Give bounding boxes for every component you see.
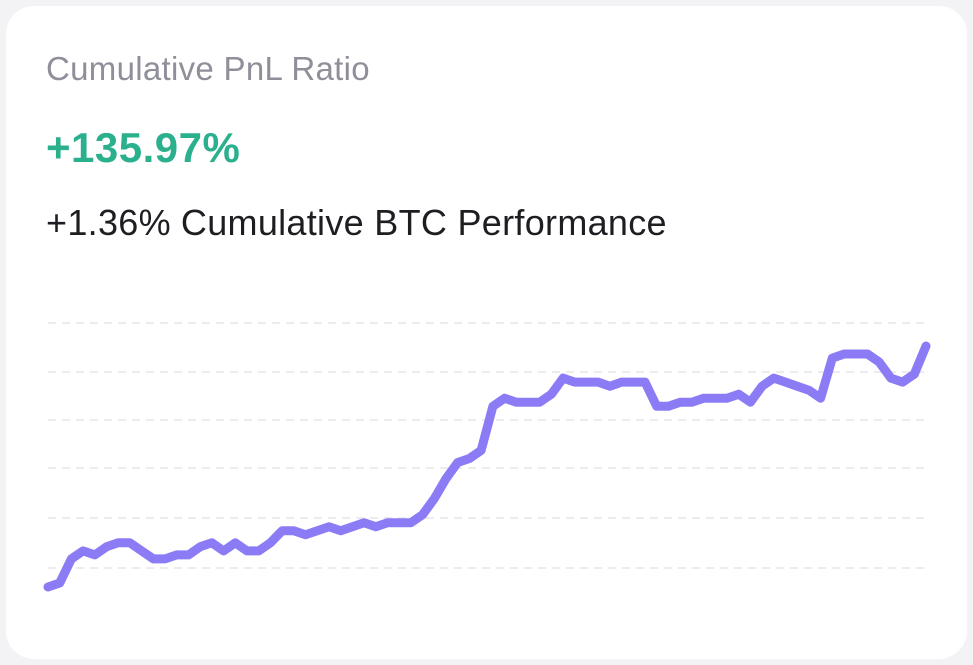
btc-performance: +1.36% Cumulative BTC Performance [46,202,677,244]
pnl-card: Cumulative PnL Ratio +135.97% +1.36% Cumu… [6,6,967,659]
btc-label: Cumulative BTC Performance [180,202,667,243]
pnl-value: +135.97% [46,124,241,171]
btc-value: +1.36% [46,202,171,243]
card-title: Cumulative PnL Ratio [46,50,370,87]
pnl-series-line [43,341,931,592]
